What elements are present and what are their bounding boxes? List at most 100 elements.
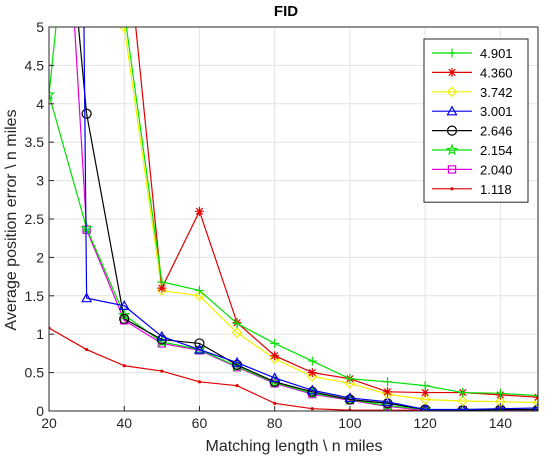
legend-label: 2.154 <box>480 143 513 158</box>
x-axis-ticks: 20 40 60 80 100 120 140 <box>41 406 512 431</box>
data-point <box>307 368 317 378</box>
data-point <box>310 407 314 411</box>
x-tick-label: 40 <box>116 415 132 431</box>
data-point <box>533 402 538 411</box>
series-line <box>125 27 538 397</box>
data-point <box>344 392 356 403</box>
series-4.901 <box>120 7 538 401</box>
y-axis-ticks: 0 0.5 1 1.5 2 2.5 3 3.5 4 4.5 5 <box>25 19 54 419</box>
data-point <box>495 402 505 411</box>
data-point <box>420 388 430 398</box>
data-point <box>231 356 243 367</box>
data-point <box>383 377 393 387</box>
data-point <box>382 396 394 406</box>
legend-box <box>423 38 529 203</box>
legend-label: 2.646 <box>480 124 513 139</box>
legend-label: 3.001 <box>480 104 513 119</box>
data-point <box>80 221 93 234</box>
x-tick-label: 20 <box>41 415 57 431</box>
series-offscale-line <box>74 27 88 230</box>
data-point <box>81 292 93 303</box>
x-tick-label: 100 <box>338 415 362 431</box>
y-tick-label: 0 <box>36 403 44 419</box>
data-point <box>118 27 130 33</box>
data-point <box>270 351 280 361</box>
series-3.001 <box>81 27 538 411</box>
y-tick-label: 5 <box>36 19 44 35</box>
y-tick-label: 4 <box>36 96 44 112</box>
data-point <box>85 347 89 352</box>
y-tick-label: 2 <box>36 249 44 265</box>
data-point <box>232 318 242 328</box>
x-tick-label: 60 <box>192 415 208 431</box>
x-tick-label: 80 <box>267 415 283 431</box>
series-layer <box>49 7 538 411</box>
x-tick-label: 140 <box>489 415 513 431</box>
data-point <box>383 387 393 397</box>
data-point <box>156 330 168 341</box>
legend-item: 4.901 <box>432 46 513 61</box>
data-point <box>120 7 129 16</box>
data-point <box>344 394 356 405</box>
data-point <box>270 338 280 348</box>
data-point <box>157 283 167 293</box>
data-point <box>456 403 470 411</box>
data-point <box>81 108 92 119</box>
data-point <box>307 356 317 366</box>
data-point <box>119 313 130 324</box>
legend-label: 1.118 <box>480 182 512 197</box>
data-point <box>197 380 202 384</box>
data-point <box>306 384 318 395</box>
legend-item: 2.154 <box>432 143 513 158</box>
data-point <box>345 374 355 384</box>
x-axis-label: Matching length \ n miles <box>206 438 383 455</box>
data-point <box>533 391 538 401</box>
data-point <box>458 388 468 398</box>
y-tick-label: 1 <box>36 326 44 342</box>
data-point <box>122 364 126 368</box>
data-point <box>231 327 243 339</box>
y-tick-label: 3.5 <box>25 134 45 150</box>
data-point <box>194 290 205 302</box>
series-line <box>123 27 538 404</box>
y-tick-label: 1.5 <box>25 288 45 304</box>
data-point <box>118 300 130 310</box>
legend-label: 3.742 <box>480 85 513 100</box>
data-point <box>419 394 431 405</box>
y-tick-label: 3 <box>36 173 44 189</box>
data-point <box>307 386 318 397</box>
legend-item: 3.742 <box>432 85 513 100</box>
series-offscale-line <box>77 27 88 114</box>
legend-item: 2.646 <box>432 124 513 139</box>
data-point <box>494 402 507 411</box>
y-tick-label: 0.5 <box>25 365 45 381</box>
legend-item: 4.360 <box>432 65 513 80</box>
data-point <box>235 384 239 388</box>
series-offscale-line <box>83 27 88 299</box>
data-point <box>194 338 205 349</box>
data-point <box>194 206 204 216</box>
legend-label: 2.040 <box>480 162 513 177</box>
data-point <box>418 402 432 411</box>
data-point <box>458 403 467 411</box>
data-point <box>157 277 167 287</box>
series-line <box>86 229 538 411</box>
data-point <box>49 87 56 100</box>
data-point <box>420 381 430 391</box>
x-tick-label: 120 <box>413 415 437 431</box>
legend-label: 4.901 <box>480 46 513 61</box>
data-point <box>269 372 281 383</box>
series-offscale-line <box>49 27 57 95</box>
legend-item: 1.118 <box>432 182 512 197</box>
series-offscale-line <box>135 27 163 289</box>
legend-item: 2.040 <box>432 162 513 177</box>
data-point <box>532 397 538 408</box>
data-point <box>495 388 505 398</box>
chart-title: FID <box>274 3 298 20</box>
data-point <box>194 285 204 295</box>
data-point <box>532 404 538 411</box>
y-tick-label: 2.5 <box>25 211 45 227</box>
data-point <box>382 388 393 400</box>
series-line <box>86 297 538 411</box>
